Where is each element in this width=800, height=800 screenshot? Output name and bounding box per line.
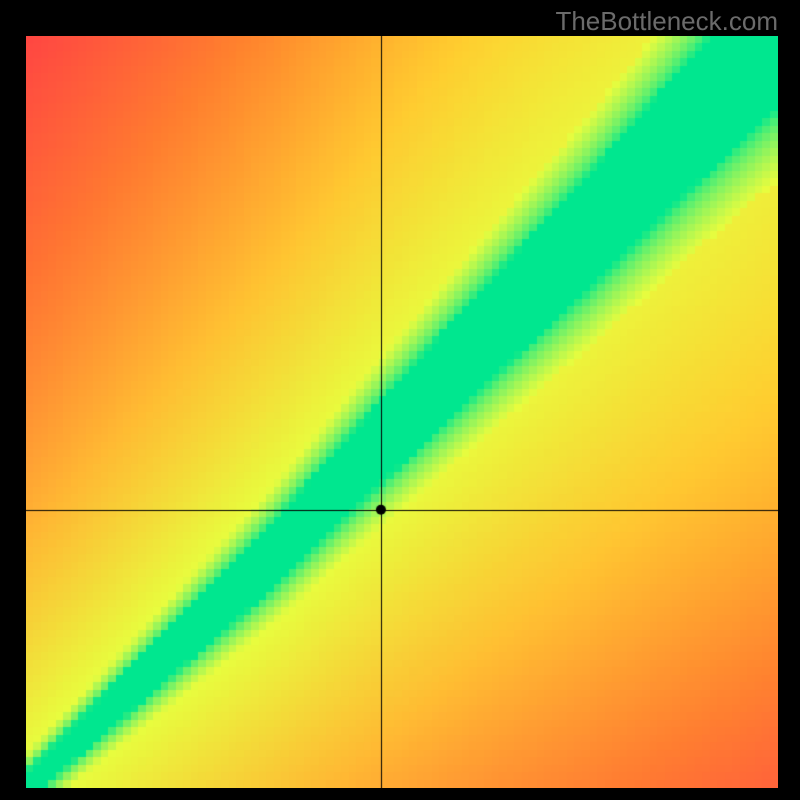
chart-container: TheBottleneck.com	[0, 0, 800, 800]
watermark-text: TheBottleneck.com	[555, 6, 778, 37]
bottleneck-heatmap	[26, 36, 778, 788]
